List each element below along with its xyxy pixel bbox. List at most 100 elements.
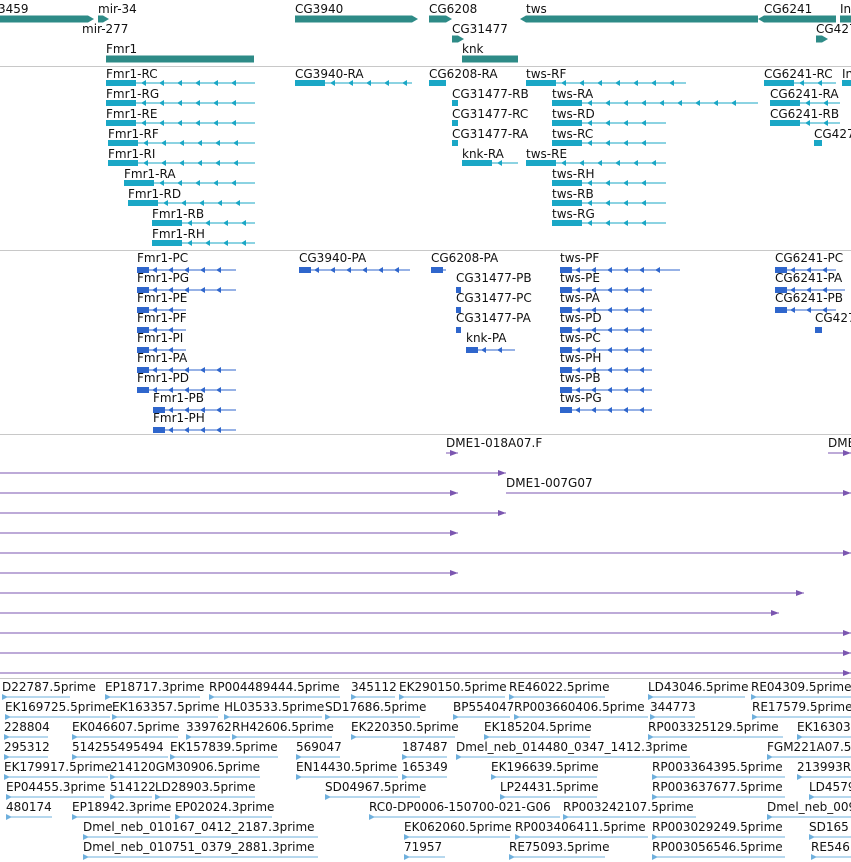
est-feature[interactable] (6, 814, 52, 820)
protein-feature[interactable] (775, 267, 836, 273)
est-label[interactable]: Dmel_neb_010167_0412_2187.3prime (83, 820, 315, 834)
transcript-label[interactable]: Fmr1-RA (124, 167, 176, 181)
protein-feature[interactable] (137, 267, 236, 273)
transcript-label[interactable]: Fmr1-RB (152, 207, 205, 221)
protein-feature[interactable] (815, 327, 822, 333)
gene-label[interactable]: In (840, 2, 851, 16)
est-label[interactable]: RE17579.5prime (752, 700, 851, 714)
transcript-label[interactable]: knk-RA (462, 147, 504, 161)
protein-feature[interactable] (456, 327, 461, 333)
est-label[interactable]: SD04967.5prime (325, 780, 427, 794)
est-feature[interactable] (453, 714, 510, 720)
transcript-label[interactable]: CG31477-RA (452, 127, 529, 141)
transcript-label[interactable]: Fmr1-RF (108, 127, 159, 141)
est-label[interactable]: RP004489444.5prime (209, 680, 340, 694)
transcript-label[interactable]: Fmr1-RI (108, 147, 156, 161)
est-feature[interactable] (652, 774, 785, 780)
est-feature[interactable] (175, 814, 272, 820)
est-feature[interactable] (484, 734, 590, 740)
est-label[interactable]: 339762 (186, 720, 232, 734)
transcript-label[interactable]: CG31477-RB (452, 87, 529, 101)
transcript-label[interactable]: CG6241-RC (764, 67, 833, 81)
est-feature[interactable] (648, 694, 745, 700)
transcript-feature[interactable] (770, 120, 840, 126)
gene-feature[interactable] (295, 15, 418, 23)
gene-label[interactable]: tws (526, 2, 547, 16)
est-label[interactable]: RP003242107.5prime (563, 800, 694, 814)
transcript-label[interactable]: tws-RF (526, 67, 567, 81)
est-feature[interactable] (514, 714, 648, 720)
transcript-label[interactable]: Fmr1-RH (152, 227, 205, 241)
est-label[interactable]: RP003660406.5prime (514, 700, 645, 714)
protein-label[interactable]: Fmr1-PA (137, 351, 188, 365)
clone-feature[interactable] (0, 670, 851, 676)
protein-label[interactable]: CG6241-PB (775, 291, 844, 305)
est-label[interactable]: RP003637677.5prime (652, 780, 783, 794)
transcript-label[interactable]: Fmr1-RC (106, 67, 158, 81)
est-label[interactable]: RH42606.5prime (232, 720, 334, 734)
est-feature[interactable] (186, 734, 230, 740)
transcript-feature[interactable] (770, 100, 840, 106)
gene-label[interactable]: CG427 (816, 22, 851, 36)
gene-label[interactable]: CG31477 (452, 22, 508, 36)
protein-feature[interactable] (153, 427, 236, 433)
est-label[interactable]: 345112 (351, 680, 397, 694)
transcript-feature[interactable] (429, 80, 446, 86)
transcript-feature[interactable] (106, 100, 255, 106)
est-label[interactable]: RE04309.5prime (751, 680, 851, 694)
protein-feature[interactable] (456, 287, 461, 293)
est-feature[interactable] (325, 714, 420, 720)
est-feature[interactable] (752, 714, 851, 720)
clone-feature[interactable] (0, 490, 458, 496)
clone-feature[interactable] (506, 490, 851, 496)
est-label[interactable]: 228804 (4, 720, 50, 734)
transcript-feature[interactable] (552, 120, 666, 126)
est-label[interactable]: EK169725.5prime (5, 700, 113, 714)
protein-feature[interactable] (560, 267, 680, 273)
transcript-label[interactable]: CG3940-RA (295, 67, 364, 81)
est-feature[interactable] (4, 774, 108, 780)
est-feature[interactable] (72, 754, 168, 760)
est-label[interactable]: 165349 (402, 760, 448, 774)
protein-feature[interactable] (431, 267, 446, 273)
est-label[interactable]: 514255495494 (72, 740, 164, 754)
protein-feature[interactable] (153, 407, 236, 413)
clone-feature[interactable] (0, 510, 506, 516)
transcript-feature[interactable] (452, 100, 458, 106)
transcript-feature[interactable] (152, 220, 255, 226)
transcript-feature[interactable] (295, 80, 412, 86)
clone-feature[interactable] (0, 530, 458, 536)
protein-label[interactable]: Fmr1-PD (137, 371, 189, 385)
est-feature[interactable] (83, 834, 318, 840)
clone-feature[interactable] (0, 650, 851, 656)
transcript-label[interactable]: In (842, 67, 851, 81)
transcript-label[interactable]: CG6241-RB (770, 107, 840, 121)
est-feature[interactable] (5, 714, 110, 720)
est-feature[interactable] (509, 854, 605, 860)
est-label[interactable]: 295312 (4, 740, 50, 754)
est-feature[interactable] (209, 694, 340, 700)
est-feature[interactable] (809, 834, 851, 840)
est-feature[interactable] (809, 794, 851, 800)
gene-label[interactable]: 3459 (0, 2, 29, 16)
transcript-label[interactable]: tws-RH (552, 167, 595, 181)
est-feature[interactable] (404, 834, 510, 840)
est-feature[interactable] (296, 774, 398, 780)
protein-label[interactable]: Fmr1-PE (137, 291, 188, 305)
transcript-label[interactable]: tws-RE (526, 147, 568, 161)
protein-label[interactable]: CG6208-PA (431, 251, 499, 265)
est-feature[interactable] (404, 854, 445, 860)
est-feature[interactable] (325, 794, 420, 800)
est-label[interactable]: RP003029249.5prime (652, 820, 783, 834)
est-label[interactable]: EK179917.5prime (4, 760, 112, 774)
transcript-label[interactable]: CG31477-RC (452, 107, 529, 121)
protein-label[interactable]: tws-PF (560, 251, 600, 265)
protein-label[interactable]: Fmr1-PI (137, 331, 184, 345)
est-label[interactable]: EN14430.5prime (296, 760, 398, 774)
clone-feature[interactable] (0, 630, 851, 636)
est-feature[interactable] (797, 774, 851, 780)
gene-feature[interactable] (758, 15, 836, 23)
gene-feature[interactable] (452, 35, 464, 43)
est-label[interactable]: RP003325129.5prime (648, 720, 779, 734)
clone-label[interactable]: DME (828, 436, 851, 450)
